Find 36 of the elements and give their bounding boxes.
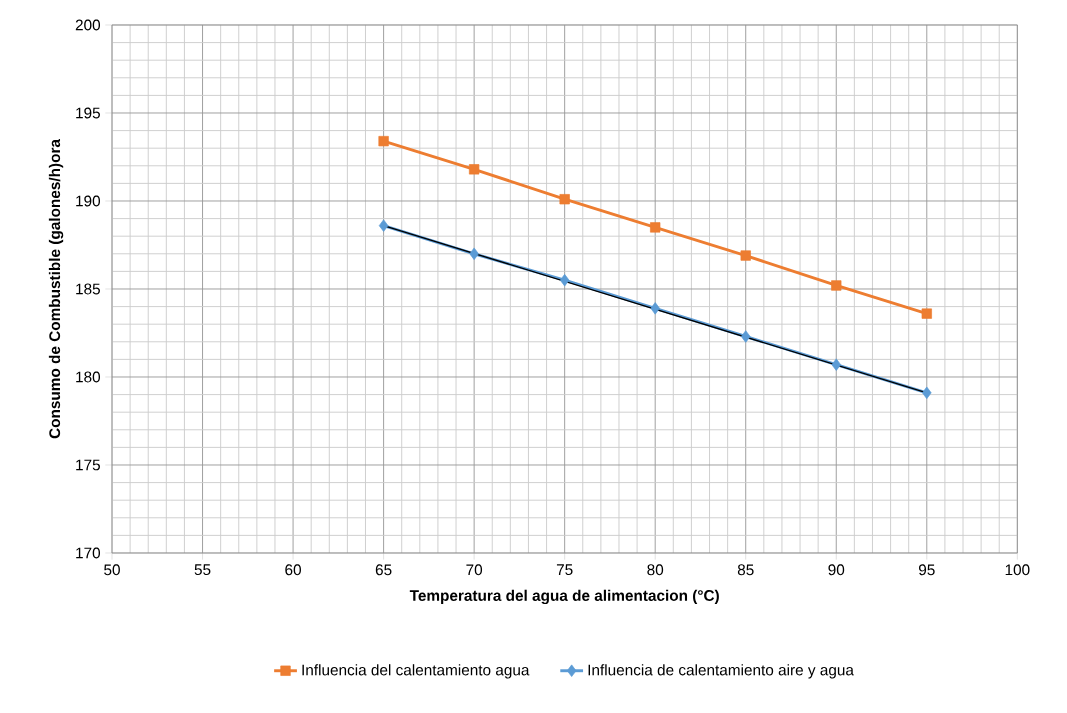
point [921, 308, 932, 319]
x-tick-label: 95 [918, 564, 935, 576]
x-tick-label: 90 [828, 564, 845, 576]
x-tick-label: 80 [647, 564, 664, 576]
point [469, 164, 480, 175]
x-tick-label: 100 [1005, 564, 1030, 576]
point [378, 219, 389, 232]
point [740, 250, 751, 261]
point [559, 194, 570, 205]
x-tick-label: 55 [194, 564, 211, 576]
y-tick-label: 195 [76, 107, 100, 119]
legend-label: Influencia del calentamiento agua [302, 664, 530, 679]
y-tick-label: 200 [75, 19, 101, 31]
y-tick-label: 180 [76, 371, 101, 383]
x-tick-label: 65 [375, 564, 392, 576]
x-tick-label: 70 [466, 564, 483, 576]
x-axis-title: Temperatura del agua de alimentacion (°C) [409, 589, 719, 605]
y-axis-title: Consumo de Combustible (galones/h)ora [48, 138, 64, 439]
point [650, 302, 660, 315]
y-tick-label: 175 [76, 459, 100, 471]
point [831, 280, 842, 291]
point [378, 136, 389, 147]
legend-label: Influencia de calentamiento aire y agua [588, 664, 854, 679]
point [922, 386, 932, 400]
x-tick-label: 75 [556, 564, 573, 576]
point [650, 222, 661, 233]
x-tick-label: 50 [104, 564, 120, 576]
x-tick-label: 85 [737, 564, 754, 576]
point [831, 358, 842, 371]
y-tick-label: 190 [76, 195, 101, 207]
y-tick-label: 185 [76, 283, 100, 295]
point [469, 247, 479, 260]
point [740, 330, 751, 343]
y-tick-label: 170 [76, 547, 101, 559]
point [559, 273, 570, 287]
x-tick-label: 60 [285, 564, 301, 576]
